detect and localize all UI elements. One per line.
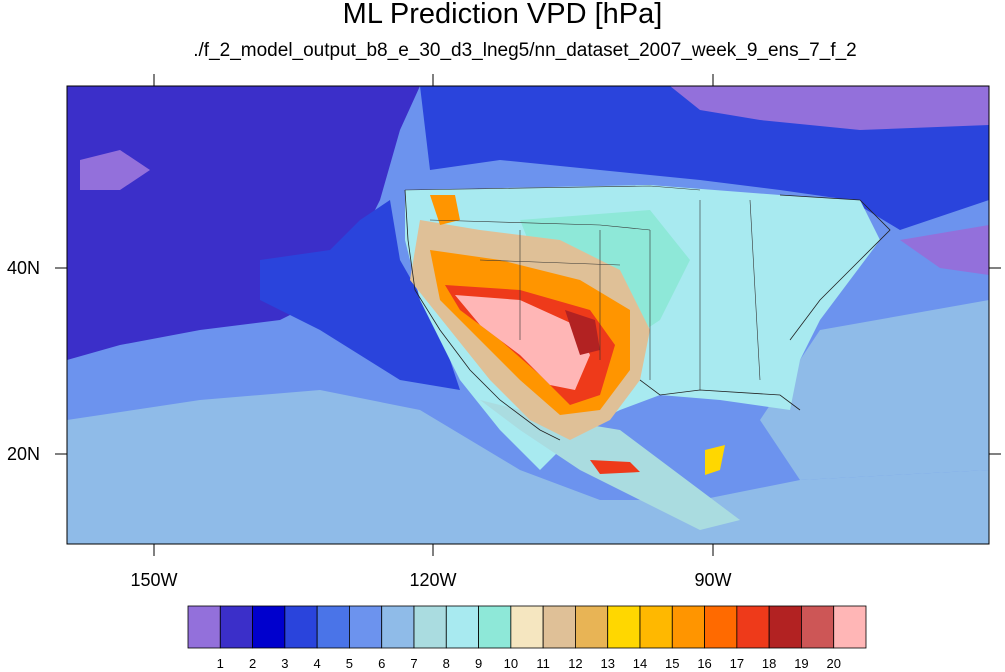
colorbar-tick-label: 1 xyxy=(216,656,224,671)
oregon-hotspot xyxy=(430,195,460,225)
colorbar-tick-label: 20 xyxy=(826,656,841,671)
colorbar-swatch xyxy=(607,605,641,649)
colorbar-tick-label: 12 xyxy=(568,656,583,671)
colorbar-tick-label: 5 xyxy=(345,656,354,671)
colorbar-tick-label: 6 xyxy=(378,656,386,671)
map-title: ML Prediction VPD [hPa] xyxy=(342,0,663,30)
colorbar-swatch xyxy=(542,605,576,649)
colorbar-tick-label: 8 xyxy=(442,656,450,671)
hotspot-dark-red xyxy=(565,310,600,355)
arctic-patch xyxy=(670,86,989,130)
colorbar-tick-label: 9 xyxy=(474,656,483,671)
colorbar-tick-label: 18 xyxy=(761,656,777,671)
colorbar-swatch xyxy=(413,605,447,649)
colorbar-swatch xyxy=(768,605,802,649)
colorbar-swatch xyxy=(639,605,673,649)
colorbar-tick-label: 16 xyxy=(697,656,712,671)
colorbar-swatch xyxy=(445,605,479,649)
colorbar-tick-label: 10 xyxy=(503,656,519,671)
colorbar-tick-label: 14 xyxy=(632,656,648,671)
colorbar-tick-label: 7 xyxy=(410,656,418,671)
colorbar-swatch xyxy=(575,605,609,649)
ocean-blue-band xyxy=(260,200,460,390)
yucatan-hotspot xyxy=(705,445,725,475)
atlantic-patch xyxy=(900,225,989,275)
colorbar-swatch xyxy=(381,605,415,649)
colorbar-swatch xyxy=(801,605,835,649)
lon-label-150w: 150W xyxy=(130,570,178,590)
map-subtitle: ./f_2_model_output_b8_e_30_d3_lneg5/nn_d… xyxy=(193,40,857,61)
colorbar-swatch xyxy=(349,605,383,649)
colorbar-tick-label: 4 xyxy=(313,656,321,671)
colorbar-swatch xyxy=(219,605,253,649)
colorbar-swatch xyxy=(671,605,705,649)
colorbar-swatch xyxy=(284,605,318,649)
lon-label-90w: 90W xyxy=(694,570,732,590)
ocean-light-east xyxy=(760,300,989,480)
tick-marks xyxy=(55,74,1001,556)
colorbar-swatch xyxy=(510,605,544,649)
colorbar-tick-label: 2 xyxy=(248,656,257,671)
colorbar-tick-label: 11 xyxy=(536,656,550,671)
pacific-patch xyxy=(80,150,150,190)
colorbar-tick-label: 19 xyxy=(794,656,809,671)
colorbar-swatch xyxy=(736,605,770,649)
colorbar-tick-label: 17 xyxy=(729,656,745,671)
lat-label-20n: 20N xyxy=(6,444,40,464)
southwest-pink xyxy=(455,295,590,390)
map-frame xyxy=(66,85,990,545)
colorbar-swatch xyxy=(704,605,738,649)
ocean-dark-region xyxy=(67,86,420,360)
coastline xyxy=(404,189,891,441)
colorbar-swatch xyxy=(187,605,221,649)
colorbar-tick-label: 15 xyxy=(665,656,680,671)
us-border-lines xyxy=(404,185,761,390)
colorbar-swatch xyxy=(833,605,867,649)
mexico-hotspot xyxy=(590,460,640,474)
colorbar-swatch xyxy=(478,605,512,649)
lon-label-120w: 120W xyxy=(409,570,457,590)
lat-label-40n: 40N xyxy=(6,258,40,278)
colorbar-tick-label: 3 xyxy=(281,656,289,671)
colorbar-tick-label: 13 xyxy=(600,656,615,671)
colorbar-swatch xyxy=(252,605,286,649)
ocean-light-south xyxy=(67,390,989,544)
colorbar-swatch xyxy=(316,605,350,649)
